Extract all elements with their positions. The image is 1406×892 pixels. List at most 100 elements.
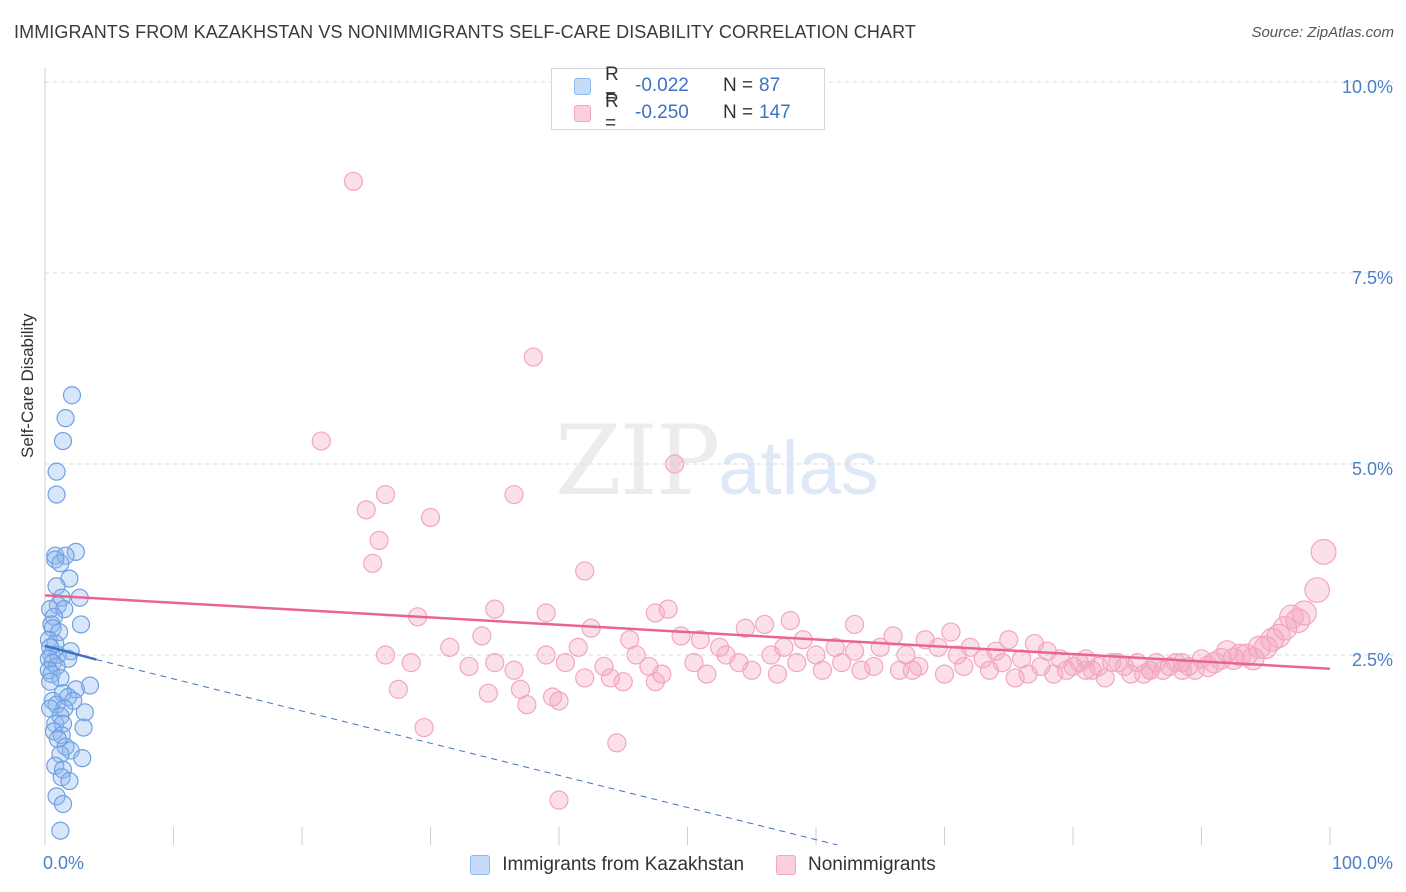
nonimmigrant-point (697, 664, 717, 684)
nonimmigrant-point (600, 668, 621, 688)
nonimmigrant-point (1310, 538, 1337, 565)
nonimmigrant-point (363, 553, 383, 573)
immigrant-point (48, 729, 67, 749)
nonimmigrant-point (523, 347, 543, 367)
chart-title: IMMIGRANTS FROM KAZAKHSTAN VS NONIMMIGRA… (14, 22, 916, 42)
nonimmigrant-point (1140, 660, 1160, 680)
nonimmigrant-point (504, 484, 524, 505)
nonimmigrant-point (369, 530, 389, 551)
nonimmigrant-point (420, 507, 441, 528)
nonimmigrant-point (1018, 664, 1038, 684)
legend-item-nonimmigrants[interactable]: Nonimmigrants (776, 854, 936, 876)
nonimmigrant-point (440, 637, 460, 657)
nonimmigrant-point (478, 683, 498, 703)
nonimmigrant-point (517, 695, 537, 715)
nonimmigrant-point (388, 679, 408, 699)
immigrant-point (51, 554, 70, 573)
nonimmigrant-point (1272, 616, 1298, 641)
nonimmigrant-point (684, 653, 704, 673)
correlation-legend: R = -0.022 N = 87 R = -0.250 N = 147 (551, 64, 825, 134)
nonimmigrant-point (414, 717, 434, 738)
immigrant-point (62, 386, 82, 405)
nonimmigrant-point (555, 653, 576, 673)
immigrant-point (42, 664, 61, 684)
nonimmigrant-point (536, 603, 556, 623)
immigrant-point (47, 787, 66, 806)
nonimmigrant-point (594, 656, 614, 677)
immigrant-point (74, 718, 93, 737)
nonimmigrant-point (999, 630, 1019, 650)
nonimmigrant-point (549, 691, 569, 711)
nonimmigrant-point (1234, 643, 1258, 667)
nonimmigrant-point (1044, 664, 1064, 684)
nonimmigrant-point (754, 614, 775, 635)
nonimmigrant-point (485, 599, 505, 619)
immigrant-point (53, 431, 73, 451)
nonimmigrant-point (645, 603, 665, 623)
nonimmigrant-point (787, 653, 807, 673)
immigrant-point (46, 714, 65, 733)
legend-swatch-pink (574, 104, 591, 122)
nonimmigrant-point (401, 653, 421, 673)
nonimmigrant-point (536, 645, 556, 665)
legend-swatch-blue (470, 855, 491, 875)
r-label: R = (605, 64, 619, 107)
immigrant-point (80, 676, 100, 695)
legend-swatch-blue (574, 77, 591, 95)
immigrant-point (66, 542, 85, 561)
nonimmigrant-point (767, 664, 788, 684)
nonimmigrant-point (485, 653, 505, 673)
immigrant-point (56, 409, 75, 428)
nonimmigrant-point (645, 672, 665, 692)
nonimmigrant-trendline (44, 594, 1331, 670)
watermark: ZIPatlas (555, 405, 879, 517)
nonimmigrant-point (613, 672, 633, 692)
nonimmigrant-point (742, 660, 762, 680)
legend-label: Nonimmigrants (808, 854, 936, 875)
immigrant-point (73, 749, 92, 768)
immigrant-point (53, 760, 73, 779)
legend-row-nonimmigrants: R = -0.250 N = 147 (574, 91, 791, 134)
nonimmigrant-point (947, 645, 967, 665)
immigrant-trendline-extension (96, 659, 838, 846)
nonimmigrant-point (356, 500, 376, 520)
nonimmigrant-point (941, 622, 961, 642)
n-value: 147 (759, 102, 791, 123)
nonimmigrant-point (607, 733, 627, 753)
legend-item-immigrants[interactable]: Immigrants from Kazakhstan (470, 854, 744, 876)
nonimmigrant-point (832, 653, 852, 673)
immigrant-point (71, 615, 91, 634)
source-credit[interactable]: Source: ZipAtlas.com (1251, 24, 1394, 41)
nonimmigrant-point (652, 664, 672, 684)
r-value: -0.022 (635, 75, 689, 96)
nonimmigrant-point (671, 626, 691, 646)
nonimmigrant-point (375, 484, 396, 505)
nonimmigrant-point (1095, 668, 1115, 688)
series-legend: Immigrants from Kazakhstan Nonimmigrants (0, 852, 1406, 878)
nonimmigrant-point (665, 454, 685, 474)
nonimmigrant-point (1285, 608, 1311, 634)
y-tick-label: 5.0% (1352, 459, 1393, 479)
nonimmigrant-point (1291, 600, 1317, 626)
immigrant-point (50, 622, 69, 642)
nonimmigrant-point (575, 668, 595, 688)
legend-row-immigrants: R = -0.022 N = 87 (574, 64, 781, 107)
nonimmigrant-point (934, 664, 955, 684)
y-tick-label: 2.5% (1352, 650, 1393, 670)
nonimmigrant-point (311, 431, 331, 451)
n-value: 87 (759, 75, 781, 96)
nonimmigrant-point (504, 660, 524, 680)
nonimmigrant-point (870, 637, 890, 657)
immigrant-point (51, 668, 70, 688)
nonimmigrant-point (844, 614, 865, 635)
x-tick-label: 100.0% (1332, 853, 1393, 873)
r-label: R = (605, 91, 619, 134)
y-tick-label: 10.0% (1342, 77, 1393, 97)
nonimmigrant-point (812, 660, 833, 680)
y-axis-label: Self-Care Disability (18, 313, 37, 458)
nonimmigrant-point (459, 656, 479, 677)
nonimmigrant-point (851, 660, 871, 680)
nonimmigrant-point (1247, 635, 1272, 660)
nonimmigrant-point (1172, 653, 1192, 673)
